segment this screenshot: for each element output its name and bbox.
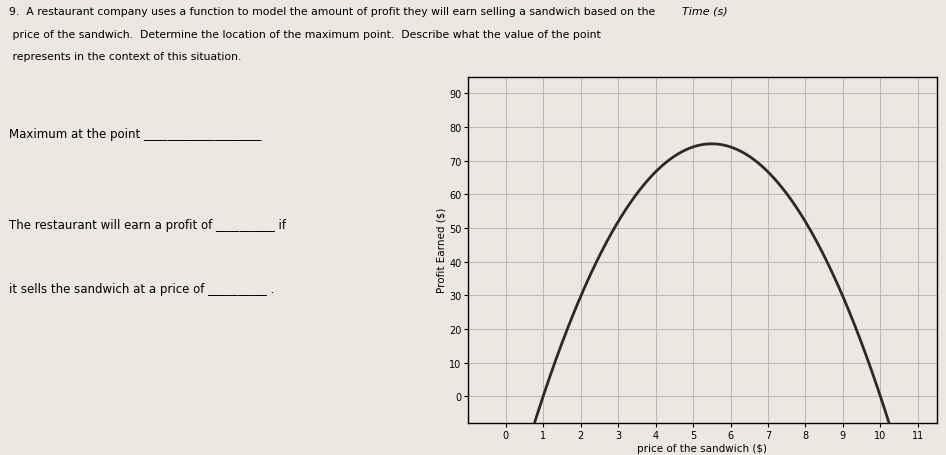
Text: it sells the sandwich at a price of __________ .: it sells the sandwich at a price of ____…: [9, 282, 275, 295]
Text: represents in the context of this situation.: represents in the context of this situat…: [9, 52, 242, 62]
Text: 9.  A restaurant company uses a function to model the amount of profit they will: 9. A restaurant company uses a function …: [9, 7, 656, 17]
X-axis label: price of the sandwich ($): price of the sandwich ($): [638, 443, 767, 453]
Text: Maximum at the point ____________________: Maximum at the point ___________________…: [9, 127, 262, 141]
Y-axis label: Profit Earned ($): Profit Earned ($): [436, 207, 447, 293]
Text: price of the sandwich.  Determine the location of the maximum point.  Describe w: price of the sandwich. Determine the loc…: [9, 30, 602, 40]
Text: The restaurant will earn a profit of __________ if: The restaurant will earn a profit of ___…: [9, 218, 287, 232]
Text: Time (s): Time (s): [682, 7, 727, 17]
